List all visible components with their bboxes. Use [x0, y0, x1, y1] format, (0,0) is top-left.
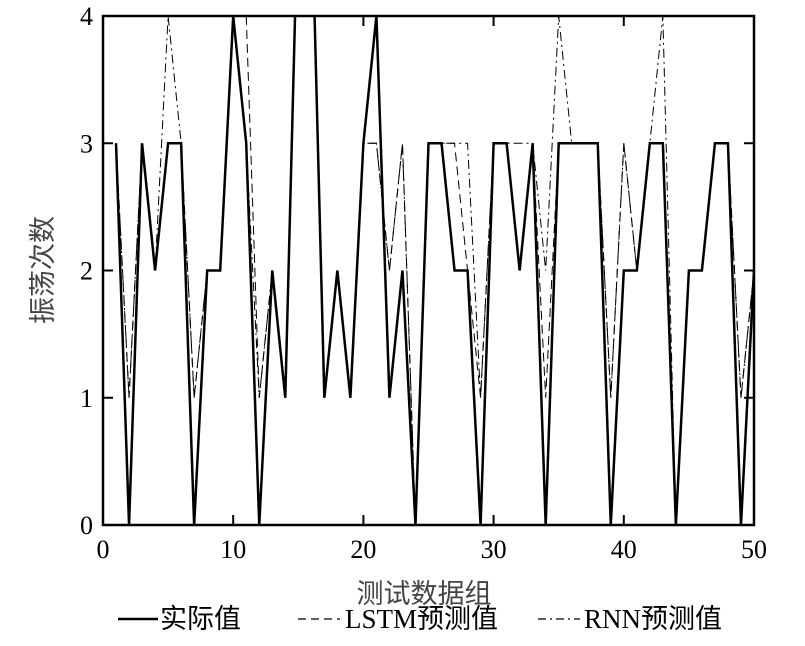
legend-label-1: 实际值 [160, 604, 241, 634]
x-tick-label-40: 40 [611, 535, 637, 564]
y-tick-label-0: 0 [80, 511, 93, 540]
x-tick-label-0: 0 [97, 535, 110, 564]
x-tick-label-10: 10 [220, 535, 246, 564]
plot-frame [101, 14, 756, 527]
x-tick-label-30: 30 [481, 535, 507, 564]
y-tick-label-1: 1 [80, 384, 93, 413]
y-tick-label-4: 4 [80, 2, 93, 31]
y-tick-label-3: 3 [80, 129, 93, 158]
x-tick-label-20: 20 [350, 535, 376, 564]
series-line-2 [115, 16, 754, 525]
y-axis-title: 振荡次数 [28, 216, 59, 324]
y-tick-label-2: 2 [80, 257, 93, 286]
x-tick-label-50: 50 [741, 535, 767, 564]
labels-layer: 0 10 20 30 40 50 0 1 2 3 4 [80, 2, 767, 564]
legend-label-2: LSTM预测值 [345, 604, 498, 634]
series-layer [114, 16, 754, 525]
legend-label-3: RNN预测值 [584, 604, 722, 634]
x-axis-title: 测试数据组 [357, 579, 492, 610]
series-line-3 [115, 16, 754, 525]
ticks-layer [102, 15, 755, 526]
legend: 实际值 LSTM预测值 RNN预测值 [118, 604, 722, 634]
series-line-1 [114, 16, 754, 525]
